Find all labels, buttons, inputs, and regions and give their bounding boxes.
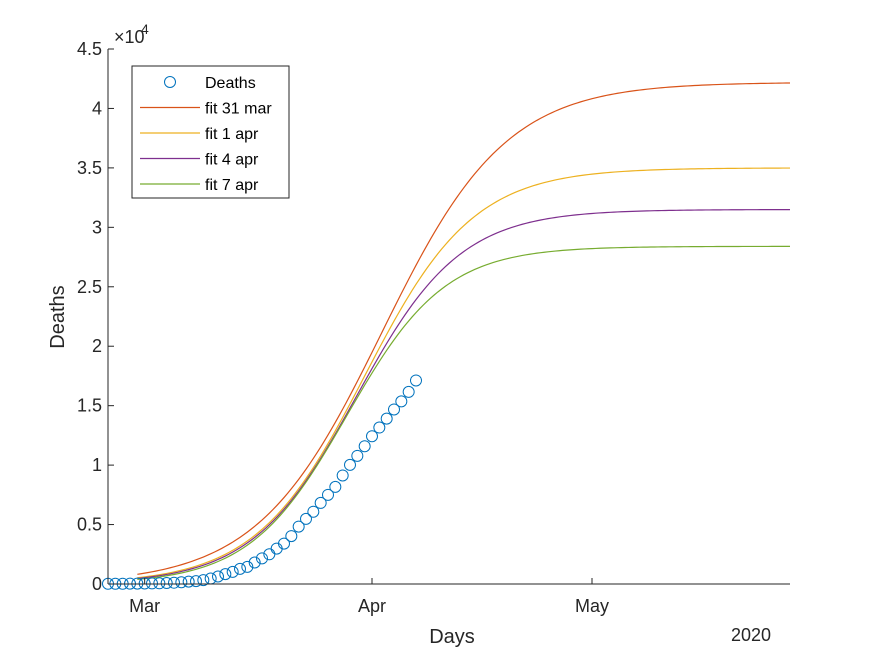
y-tick-label: 2.5 bbox=[77, 277, 102, 297]
series-line-1 bbox=[137, 82, 791, 575]
legend-label: fit 4 apr bbox=[205, 152, 259, 169]
data-point bbox=[256, 552, 268, 565]
x-ticks: Mar Apr May bbox=[129, 578, 609, 616]
data-point bbox=[314, 496, 327, 509]
legend-marker bbox=[164, 76, 176, 88]
data-point bbox=[329, 480, 342, 493]
x-tick-label: May bbox=[575, 596, 609, 616]
y-exponent-power: 4 bbox=[141, 21, 149, 37]
data-point bbox=[395, 395, 408, 408]
legend-label: Deaths bbox=[205, 75, 256, 92]
x-tick-label: Apr bbox=[358, 596, 386, 616]
data-point bbox=[300, 512, 312, 525]
series-line-3 bbox=[137, 208, 791, 580]
data-point bbox=[160, 577, 173, 590]
data-point bbox=[358, 440, 371, 453]
y-tick-label: 1.5 bbox=[77, 396, 102, 416]
data-point bbox=[351, 449, 364, 462]
data-point bbox=[380, 412, 393, 425]
data-point bbox=[388, 403, 400, 416]
data-point bbox=[270, 542, 283, 555]
data-point bbox=[212, 570, 224, 583]
data-point bbox=[204, 572, 217, 585]
data-point bbox=[344, 458, 356, 471]
y-tick-label: 0.5 bbox=[77, 515, 102, 535]
data-point bbox=[336, 469, 349, 482]
y-ticks: 0 0.5 1 1.5 2 2.5 3 3.5 4 4.5 bbox=[77, 39, 114, 594]
data-point bbox=[219, 568, 232, 581]
plot-marks bbox=[102, 82, 791, 590]
data-point bbox=[278, 537, 290, 550]
y-tick-label: 0 bbox=[92, 574, 102, 594]
x-tick-label: Mar bbox=[129, 596, 160, 616]
data-point bbox=[241, 560, 254, 573]
data-point bbox=[182, 575, 195, 588]
legend-label: fit 1 apr bbox=[205, 126, 259, 143]
data-point bbox=[292, 520, 305, 533]
data-point bbox=[226, 565, 239, 578]
year-label: 2020 bbox=[731, 625, 771, 645]
y-tick-label: 4 bbox=[92, 98, 102, 118]
y-tick-label: 2 bbox=[92, 336, 102, 356]
data-point bbox=[307, 505, 320, 518]
data-point bbox=[410, 374, 422, 387]
y-tick-label: 1 bbox=[92, 455, 102, 475]
y-tick-label: 3 bbox=[92, 217, 102, 237]
y-tick-label: 3.5 bbox=[77, 158, 102, 178]
data-point bbox=[322, 488, 334, 501]
data-point bbox=[285, 530, 298, 543]
data-point bbox=[197, 574, 210, 587]
data-point bbox=[366, 430, 378, 443]
data-point bbox=[146, 577, 158, 590]
series-line-4 bbox=[137, 245, 791, 581]
series-line-2 bbox=[137, 167, 791, 579]
data-point bbox=[175, 576, 188, 589]
legend-label: fit 7 apr bbox=[205, 177, 259, 194]
y-axis-label: Deaths bbox=[47, 285, 69, 348]
legend-box bbox=[131, 65, 290, 199]
axes: 0 0.5 1 1.5 2 2.5 3 3.5 4 4.5 Mar Apr May ×10 4 Dea… bbox=[47, 21, 790, 648]
data-point bbox=[373, 421, 386, 434]
legend-label: fit 31 mar bbox=[205, 101, 272, 118]
y-tick-label: 4.5 bbox=[77, 39, 102, 59]
data-point bbox=[234, 562, 246, 575]
y-exponent-base: ×10 bbox=[114, 27, 145, 47]
data-point bbox=[402, 385, 415, 398]
legend: Deaths fit 31 mar fit 1 apr fit 4 apr fit 7 … bbox=[131, 65, 290, 199]
data-point bbox=[190, 575, 202, 588]
data-point bbox=[168, 576, 180, 589]
data-point bbox=[248, 556, 261, 569]
data-point bbox=[153, 577, 166, 590]
x-axis-label: Days bbox=[429, 626, 475, 648]
